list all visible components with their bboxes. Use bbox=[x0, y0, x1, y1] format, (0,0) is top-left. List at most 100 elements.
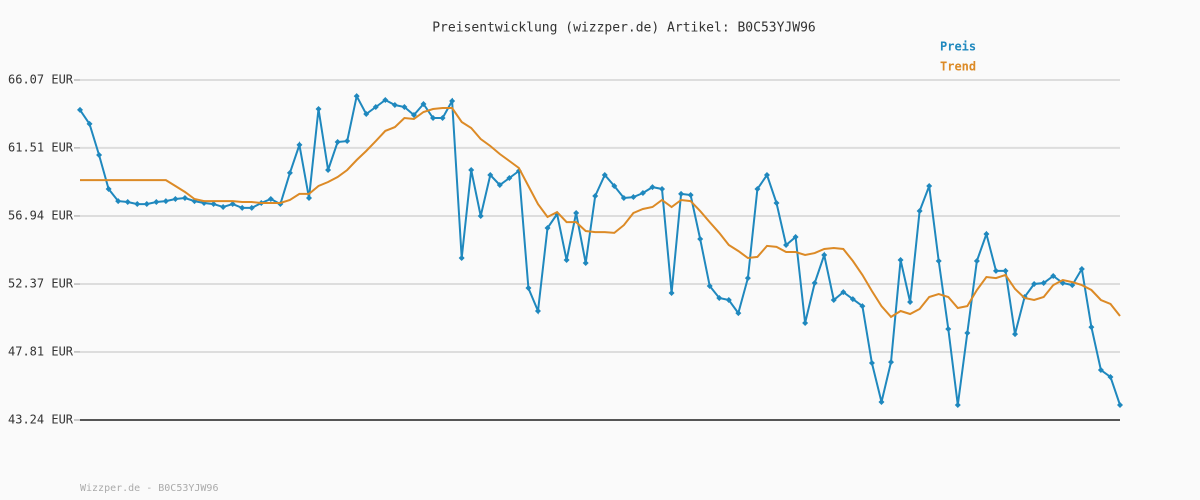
point bbox=[544, 225, 551, 232]
point bbox=[907, 299, 914, 306]
point bbox=[840, 289, 847, 296]
point bbox=[477, 212, 484, 219]
point bbox=[592, 193, 599, 200]
point bbox=[296, 141, 303, 148]
point bbox=[1050, 272, 1057, 279]
point bbox=[668, 289, 675, 296]
point bbox=[1107, 373, 1114, 380]
point bbox=[334, 138, 341, 145]
point bbox=[1097, 366, 1104, 373]
y-tick-label: 61.51 EUR bbox=[8, 140, 74, 154]
point bbox=[1088, 324, 1095, 331]
point bbox=[573, 209, 580, 216]
point bbox=[391, 102, 398, 109]
point bbox=[725, 296, 732, 303]
point bbox=[716, 295, 723, 302]
point bbox=[563, 257, 570, 264]
point bbox=[773, 200, 780, 207]
point bbox=[735, 310, 742, 317]
point bbox=[1031, 281, 1038, 288]
point bbox=[802, 320, 809, 327]
point bbox=[363, 110, 370, 117]
point bbox=[210, 201, 217, 208]
y-tick-label: 43.24 EUR bbox=[8, 413, 74, 427]
point bbox=[630, 194, 637, 201]
point bbox=[401, 103, 408, 110]
point bbox=[859, 303, 866, 310]
point bbox=[916, 208, 923, 215]
point bbox=[115, 198, 122, 205]
point bbox=[659, 186, 666, 193]
point bbox=[744, 275, 751, 282]
point bbox=[687, 191, 694, 198]
point bbox=[96, 152, 103, 159]
point bbox=[534, 307, 541, 314]
point bbox=[468, 166, 475, 173]
point bbox=[935, 257, 942, 264]
point bbox=[1117, 401, 1123, 408]
point bbox=[620, 194, 627, 201]
point bbox=[649, 184, 656, 191]
point bbox=[353, 93, 360, 100]
point bbox=[992, 267, 999, 274]
point bbox=[706, 282, 713, 289]
point bbox=[181, 194, 188, 201]
point bbox=[601, 172, 608, 179]
point bbox=[86, 120, 93, 127]
point bbox=[983, 230, 990, 237]
point bbox=[973, 257, 980, 264]
point bbox=[1078, 265, 1085, 272]
point bbox=[220, 204, 227, 211]
point bbox=[315, 106, 322, 113]
y-tick-label: 52.37 EUR bbox=[8, 277, 74, 291]
point bbox=[821, 251, 828, 258]
point bbox=[143, 201, 150, 208]
point bbox=[897, 257, 904, 264]
plot bbox=[77, 93, 1123, 408]
point bbox=[305, 194, 312, 201]
point bbox=[926, 183, 933, 190]
point bbox=[496, 181, 503, 188]
point bbox=[811, 279, 818, 286]
point bbox=[582, 260, 589, 267]
grid bbox=[74, 79, 1120, 421]
point bbox=[267, 195, 274, 202]
series-line bbox=[80, 107, 1121, 319]
point bbox=[458, 254, 465, 261]
y-tick-label: 66.07 EUR bbox=[8, 73, 74, 87]
point bbox=[1040, 279, 1047, 286]
point bbox=[830, 296, 837, 303]
point bbox=[153, 198, 160, 205]
point bbox=[611, 183, 618, 190]
point bbox=[754, 186, 761, 193]
point bbox=[430, 114, 437, 121]
point bbox=[134, 201, 141, 208]
y-tick-label: 47.81 EUR bbox=[8, 344, 74, 358]
point bbox=[344, 138, 351, 145]
point bbox=[964, 330, 971, 337]
point bbox=[162, 198, 169, 205]
point bbox=[1012, 331, 1019, 338]
point bbox=[229, 201, 236, 208]
point bbox=[325, 166, 332, 173]
point bbox=[105, 186, 112, 193]
point bbox=[792, 233, 799, 240]
point bbox=[878, 398, 885, 405]
point bbox=[382, 96, 389, 103]
footer: Wizzper.de - B0C53YJW96 bbox=[80, 483, 218, 494]
point bbox=[410, 111, 417, 118]
point bbox=[172, 195, 179, 202]
legend-label: Trend bbox=[940, 60, 976, 74]
point bbox=[945, 326, 952, 333]
point bbox=[678, 190, 685, 197]
point bbox=[239, 204, 246, 211]
point bbox=[487, 172, 494, 179]
point bbox=[697, 236, 704, 243]
point bbox=[888, 359, 895, 366]
legend-label: Preis bbox=[940, 40, 976, 54]
point bbox=[639, 190, 646, 197]
point bbox=[420, 100, 427, 107]
point bbox=[763, 172, 770, 179]
